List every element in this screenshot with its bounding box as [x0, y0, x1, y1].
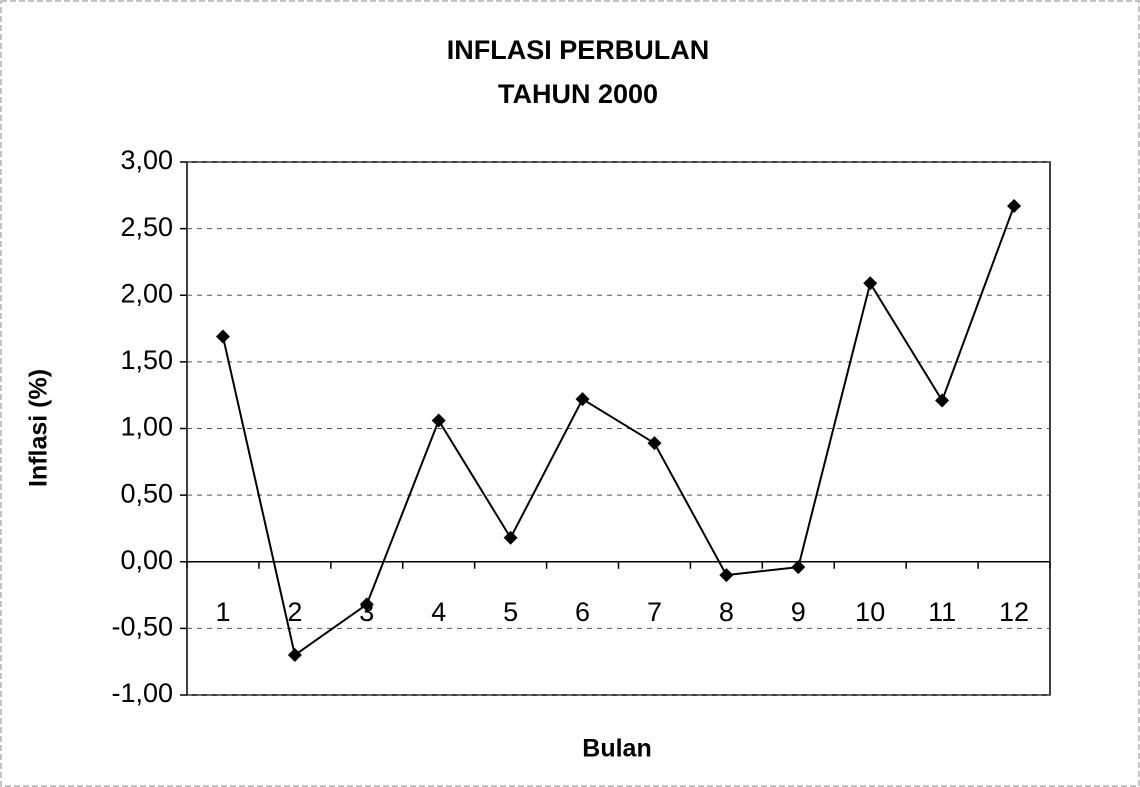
data-point — [575, 392, 590, 407]
data-point — [647, 436, 662, 451]
y-tick-label: -0,50 — [111, 612, 173, 642]
data-point — [863, 276, 878, 291]
y-axis-title: Inflasi (%) — [25, 369, 53, 487]
y-tick-label: 0,00 — [120, 545, 173, 575]
y-tick-label: 2,00 — [120, 278, 173, 308]
chart-title: INFLASI PERBULAN — [447, 35, 710, 65]
data-point — [287, 648, 302, 663]
x-tick-label: 1 — [215, 597, 230, 627]
data-point — [719, 568, 734, 583]
data-point — [359, 597, 374, 612]
data-point — [1007, 198, 1022, 213]
y-tick-label: 3,00 — [120, 145, 173, 175]
y-tick-label: 1,50 — [120, 345, 173, 375]
data-point — [503, 530, 518, 545]
y-tick-label: -1,00 — [111, 678, 173, 708]
chart-title: TAHUN 2000 — [498, 79, 658, 109]
x-tick-label: 2 — [287, 597, 302, 627]
x-tick-label: 9 — [791, 597, 806, 627]
x-axis-title: Bulan — [582, 735, 651, 763]
x-tick-label: 7 — [647, 597, 662, 627]
series-line — [221, 205, 1015, 657]
x-tick-label: 10 — [855, 597, 885, 627]
x-tick-label: 12 — [999, 597, 1029, 627]
y-tick-label: 1,00 — [120, 412, 173, 442]
data-point — [215, 329, 230, 344]
y-tick-label: 0,50 — [120, 478, 173, 508]
x-tick-label: 4 — [431, 597, 446, 627]
data-point — [791, 560, 806, 575]
x-tick-label: 6 — [575, 597, 590, 627]
y-tick-label: 2,50 — [120, 212, 173, 242]
x-tick-label: 8 — [719, 597, 734, 627]
data-point — [431, 413, 446, 428]
x-tick-label: 5 — [503, 597, 518, 627]
data-point — [935, 393, 950, 408]
x-tick-label: 11 — [928, 597, 956, 627]
